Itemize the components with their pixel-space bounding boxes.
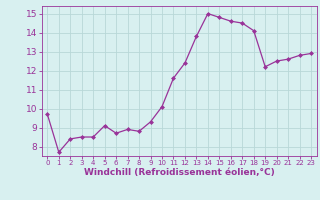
X-axis label: Windchill (Refroidissement éolien,°C): Windchill (Refroidissement éolien,°C) [84, 168, 275, 177]
